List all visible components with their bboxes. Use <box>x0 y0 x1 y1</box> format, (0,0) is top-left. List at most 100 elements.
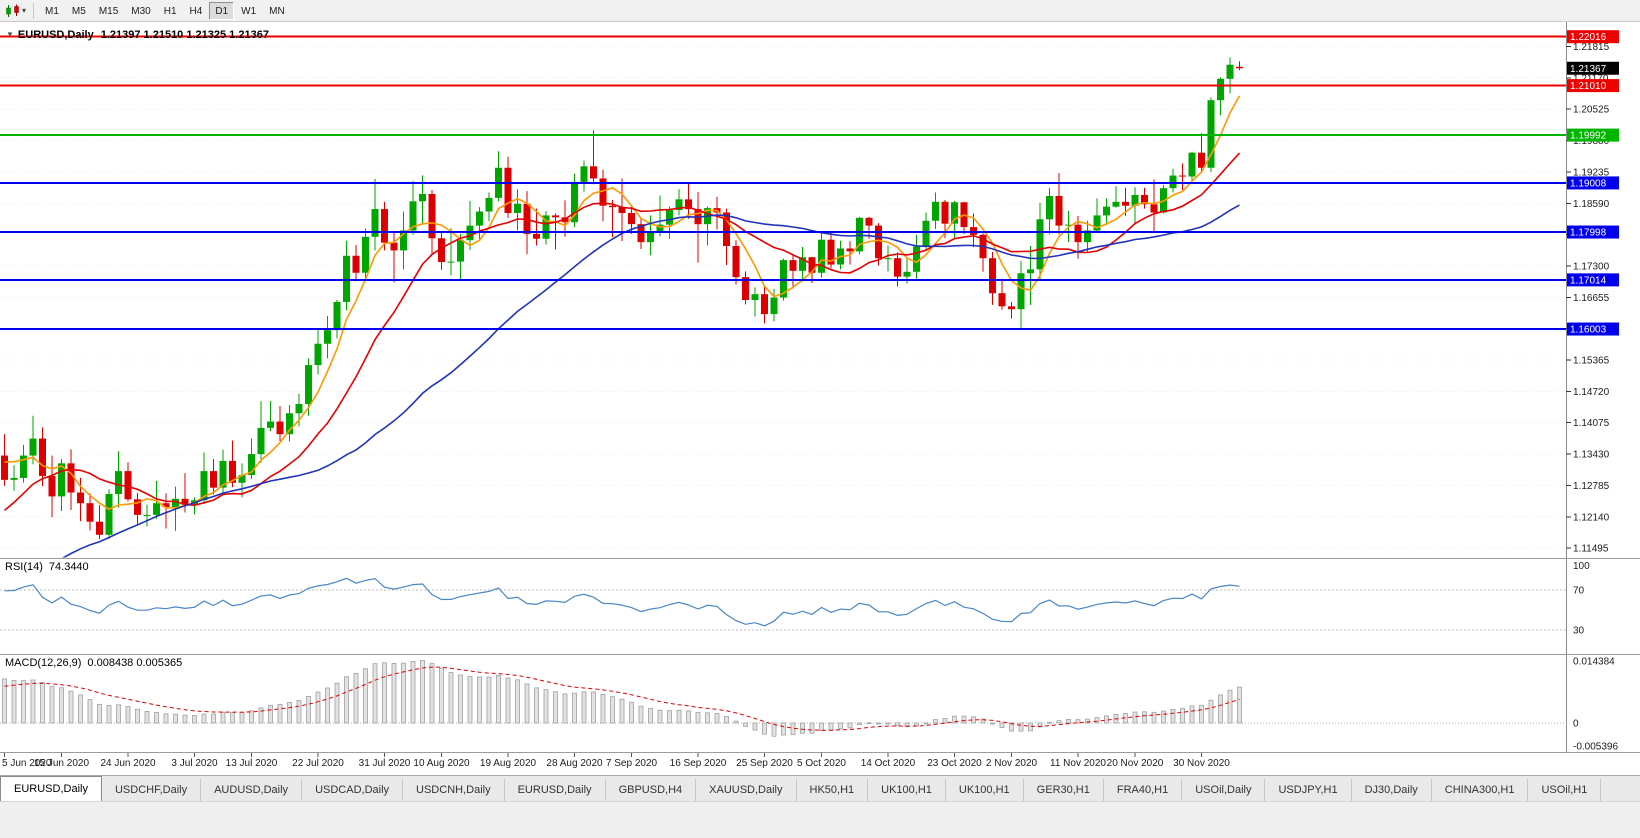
candle-body <box>286 413 293 435</box>
candle-body <box>1055 195 1063 226</box>
candle-body <box>134 499 141 515</box>
candle-body <box>153 503 160 515</box>
bottom-tab-ger30-h1[interactable]: GER30,H1 <box>1023 779 1104 801</box>
timeframe-button-m15[interactable]: M15 <box>98 5 119 17</box>
date-label: 5 Jun 2020 <box>2 758 52 769</box>
timeframe-button-mn[interactable]: MN <box>269 5 285 17</box>
candle-body <box>846 248 854 252</box>
candle-body <box>1141 194 1148 205</box>
bottom-tab-china300-h1[interactable]: CHINA300,H1 <box>1431 779 1529 801</box>
candle-body <box>352 255 360 273</box>
candle-body <box>647 230 654 243</box>
chart-menu-icon[interactable] <box>4 3 22 19</box>
candle-body <box>438 238 445 263</box>
hline-price-label[interactable]: 1.19008 <box>1567 176 1619 190</box>
macd-bar <box>743 722 748 727</box>
ma-line-13 <box>3 152 1241 512</box>
price-tick-label: 1.14720 <box>1573 387 1610 398</box>
price-tick-label: 1.12140 <box>1573 512 1610 523</box>
chart-panel: 100 70 30 0.014384 0 -0.005396 1.21815 1.21170 1… <box>0 22 1640 775</box>
macd-bar <box>1066 718 1071 724</box>
collapse-arrow-icon[interactable]: ▼ <box>6 30 14 39</box>
bottom-tab-usoil-daily[interactable]: USOil,Daily <box>1182 779 1266 801</box>
bottom-tab-eurusd-daily[interactable]: EURUSD,Daily <box>0 776 102 801</box>
candle-body <box>533 233 540 239</box>
candle-body <box>1112 201 1120 207</box>
timeframe-button-h4[interactable]: H4 <box>189 5 203 17</box>
hline-price-label[interactable]: 1.22016 <box>1567 30 1619 43</box>
bottom-tab-uk100-h1[interactable]: UK100,H1 <box>868 779 946 801</box>
macd-bar <box>287 702 292 724</box>
bottom-tab-usdcnh-daily[interactable]: USDCNH,Daily <box>403 779 505 801</box>
macd-bar <box>933 719 938 724</box>
candle-body <box>941 201 949 224</box>
hline-price-label[interactable]: 1.21010 <box>1567 79 1619 93</box>
macd-bar <box>1037 722 1043 728</box>
rsi-indicator-label: RSI(14) 74.3440 <box>5 561 89 573</box>
bottom-tab-hk50-h1[interactable]: HK50,H1 <box>796 779 869 801</box>
bottom-tab-gbpusd-h4[interactable]: GBPUSD,H4 <box>605 779 697 801</box>
candle-body <box>818 239 825 273</box>
candle-body <box>314 343 322 366</box>
date-label: 15 Jun 2020 <box>34 758 89 769</box>
current-price-text: 1.21367 <box>1570 64 1607 75</box>
date-label: 5 Oct 2020 <box>797 758 846 769</box>
candle-body <box>229 460 236 483</box>
candle-body <box>381 209 388 243</box>
macd-bar <box>239 711 245 724</box>
macd-bar <box>353 672 359 724</box>
timeframe-button-w1[interactable]: W1 <box>241 5 257 17</box>
candle-body <box>390 242 398 251</box>
date-label: 31 Jul 2020 <box>359 758 411 769</box>
bottom-tab-usoil-h1[interactable]: USOil,H1 <box>1528 779 1602 801</box>
macd-bar <box>1189 705 1195 724</box>
candle-body <box>628 212 635 225</box>
chart-menu-caret-icon[interactable]: ▾ <box>22 5 27 15</box>
bottom-tab-usdjpy-h1[interactable]: USDJPY,H1 <box>1265 779 1352 801</box>
bottom-tab-uk100-h1[interactable]: UK100,H1 <box>945 779 1024 801</box>
macd-bar <box>410 661 416 724</box>
macd-bar <box>1047 721 1052 724</box>
hline-price-text: 1.21010 <box>1570 81 1607 92</box>
candle-body <box>723 212 730 247</box>
candle-body <box>409 201 417 231</box>
macd-bar <box>781 722 786 736</box>
macd-bar <box>705 712 710 724</box>
timeframe-button-m1[interactable]: M1 <box>45 5 59 17</box>
hline-price-label[interactable]: 1.19992 <box>1567 128 1619 142</box>
candle-body <box>333 301 341 331</box>
bottom-tab-eurusd-daily[interactable]: EURUSD,Daily <box>504 779 606 801</box>
timeframe-button-h1[interactable]: H1 <box>163 5 177 17</box>
bottom-tab-fra40-h1[interactable]: FRA40,H1 <box>1103 779 1183 801</box>
price-tick-label: 1.21815 <box>1573 42 1610 53</box>
bottom-tab-usdcad-daily[interactable]: USDCAD,Daily <box>302 779 404 801</box>
price-tick-label: 1.12785 <box>1573 481 1610 492</box>
bottom-tab-dj30-daily[interactable]: DJ30,Daily <box>1351 779 1432 801</box>
candle-body <box>799 257 806 271</box>
macd-bar <box>980 718 986 724</box>
macd-bar <box>1227 689 1233 724</box>
candle-body <box>998 293 1006 307</box>
hline-price-label[interactable]: 1.16003 <box>1567 322 1619 336</box>
date-label: 14 Oct 2020 <box>861 758 916 769</box>
bottom-tab-audusd-daily[interactable]: AUDUSD,Daily <box>201 779 303 801</box>
timeframe-button-m30[interactable]: M30 <box>131 5 151 17</box>
macd-bar <box>2 678 7 724</box>
candle-body <box>371 209 379 237</box>
hline-price-label[interactable]: 1.17014 <box>1567 273 1619 287</box>
hline-price-label[interactable]: 1.17998 <box>1567 225 1619 239</box>
rsi-name: RSI(14) <box>5 561 43 573</box>
timeframe-button-m5[interactable]: M5 <box>71 5 86 17</box>
candlestick-chart[interactable]: 10070300.0143840-0.0053961.218151.211701… <box>0 22 1640 775</box>
candle-body <box>362 236 369 273</box>
candle-body <box>514 203 521 213</box>
ma-line-5 <box>4 95 1241 511</box>
macd-bar <box>429 663 435 724</box>
candle-body <box>685 199 692 210</box>
macd-bar <box>895 722 900 727</box>
bottom-tab-xauusd-daily[interactable]: XAUUSD,Daily <box>696 779 797 801</box>
bottom-tab-usdchf-daily[interactable]: USDCHF,Daily <box>101 779 202 801</box>
date-label: 23 Oct 2020 <box>927 758 982 769</box>
timeframe-button-d1[interactable]: D1 <box>209 1 235 20</box>
